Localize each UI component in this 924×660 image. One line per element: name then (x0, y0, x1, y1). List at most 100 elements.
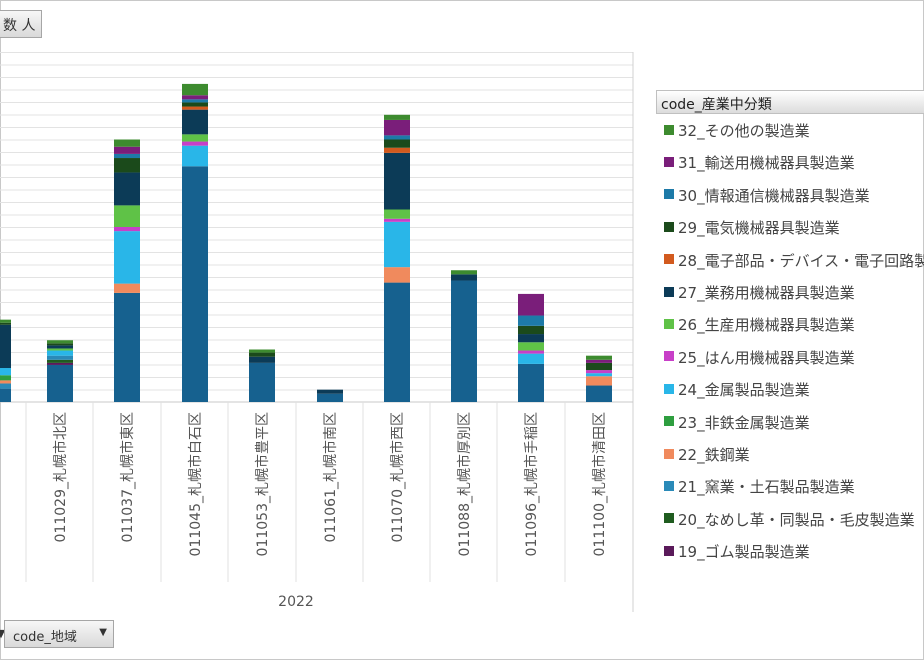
legend-label: 27_業務用機械器具製造業 (678, 284, 855, 302)
category-label: 011029_札幌市北区 (52, 412, 69, 542)
bar-segment (114, 292, 140, 402)
legend-label: 24_金属製品製造業 (678, 381, 810, 400)
bar-segment (384, 147, 410, 153)
legend-label: 21_窯業・土石製品製造業 (678, 478, 855, 497)
legend-item[interactable]: 20_なめし革・同製品・毛皮製造業 (664, 509, 915, 531)
bar-segment (114, 227, 140, 232)
bar-segment (518, 353, 544, 364)
bar-segment (451, 274, 477, 281)
bar-segment (384, 119, 410, 136)
bar-segment (586, 362, 612, 371)
category-label: 011045_札幌市白石区 (187, 412, 204, 556)
bar-segment (384, 135, 410, 140)
measure-field-button[interactable]: 数 人 (0, 10, 42, 38)
area-field-button[interactable]: code_地域 ▼ (4, 620, 114, 648)
legend-label: 30_情報通信機械器具製造業 (678, 186, 870, 205)
bar-segment (249, 362, 275, 402)
legend-item[interactable]: 31_輸送用機械器具製造業 (664, 152, 855, 174)
category-label: 011070_札幌市西区 (389, 412, 406, 542)
bar-segment (47, 355, 73, 360)
bar-segment (518, 293, 544, 316)
bar-segment (182, 102, 208, 107)
bar-segment (384, 139, 410, 148)
bar-segment (384, 267, 410, 283)
legend-label: 31_輸送用機械器具製造業 (678, 154, 855, 173)
bar-segment (182, 83, 208, 96)
legend-label: 25_はん用機械器具製造業 (678, 348, 855, 367)
legend-swatch (664, 221, 674, 232)
legend-item[interactable]: 29_電気機械器具製造業 (664, 217, 840, 239)
legend-label: 29_電気機械器具製造業 (678, 219, 840, 238)
legend-item[interactable]: 23_非鉄金属製造業 (664, 412, 810, 434)
bar-segment (0, 383, 11, 389)
legend-swatch (664, 124, 674, 135)
legend: code_産業中分類 32_その他の製造業 31_輸送用機械器具製造業 30_情報通… (656, 90, 924, 561)
bar-segment (47, 348, 73, 351)
year-label: 2022 (278, 594, 314, 610)
bar-segment (182, 106, 208, 110)
bar-segment (586, 355, 612, 360)
bar-segment (47, 340, 73, 344)
legend-swatch (664, 156, 674, 167)
legend-swatch (664, 480, 674, 491)
bar-segment (182, 141, 208, 146)
bar-segment (586, 373, 612, 377)
bar-segment (384, 282, 410, 402)
bar-segment (317, 393, 343, 402)
legend-swatch (664, 254, 674, 265)
legend-item[interactable]: 30_情報通信機械器具製造業 (664, 185, 870, 207)
bar-segment (384, 114, 410, 120)
category-label: 011037_札幌市東区 (119, 412, 136, 542)
bar-segment (451, 280, 477, 402)
bar-segment (182, 134, 208, 142)
bar-segment (0, 322, 11, 325)
area-field-label: code_地域 (13, 630, 77, 645)
bar-segment (114, 172, 140, 206)
legend-label: 28_電子部品・デバイス・電子回路製造業 (678, 251, 924, 270)
bar-segment (0, 324, 11, 369)
legend-item[interactable]: 28_電子部品・デバイス・電子回路製造業 (664, 250, 924, 272)
legend-item[interactable]: 27_業務用機械器具製造業 (664, 282, 855, 304)
bar-segment (47, 364, 73, 402)
category-label: 011088_札幌市厚別区 (456, 412, 473, 556)
legend-swatch (664, 448, 674, 459)
filter-arrow-icon[interactable]: ▼ (0, 627, 6, 640)
bar-segment (586, 370, 612, 374)
category-label: 011053_札幌市豊平区 (254, 412, 271, 556)
bar-segment (0, 375, 11, 381)
bar-segment (114, 146, 140, 154)
legend-swatch (664, 318, 674, 329)
bar-segment (249, 352, 275, 357)
category-label: 011096_札幌市手稲区 (523, 412, 540, 556)
bar-segment (518, 325, 544, 335)
bar-segment (47, 362, 73, 365)
legend-item[interactable]: 19_ゴム製品製造業 (664, 541, 810, 563)
legend-item[interactable]: 26_生産用機械器具製造業 (664, 314, 855, 336)
bar-segment (518, 363, 544, 402)
legend-item[interactable]: 22_鉄鋼業 (664, 444, 750, 466)
bar-segment (114, 205, 140, 227)
bar-segment (249, 356, 275, 363)
bar-segment (114, 283, 140, 293)
bar-segment (0, 380, 11, 384)
legend-item[interactable]: 24_金属製品製造業 (664, 379, 810, 401)
legend-swatch (664, 545, 674, 556)
bar-segment (518, 342, 544, 351)
bar-segment (0, 319, 11, 323)
legend-swatch (664, 189, 674, 200)
bar-segment (451, 270, 477, 275)
bar-segment (182, 166, 208, 402)
bar-segment (317, 389, 343, 394)
legend-item[interactable]: 25_はん用機械器具製造業 (664, 347, 855, 369)
bar-segment (384, 152, 410, 210)
bar-segment (114, 158, 140, 173)
bar-segment (384, 209, 410, 219)
bar-segment (114, 153, 140, 159)
bar-segment (47, 350, 73, 356)
bar-segment (182, 95, 208, 100)
legend-item[interactable]: 32_その他の製造業 (664, 120, 810, 142)
bar-segment (47, 359, 73, 363)
bar-segment (114, 231, 140, 284)
chevron-down-icon: ▼ (99, 627, 107, 638)
legend-item[interactable]: 21_窯業・土石製品製造業 (664, 476, 855, 498)
